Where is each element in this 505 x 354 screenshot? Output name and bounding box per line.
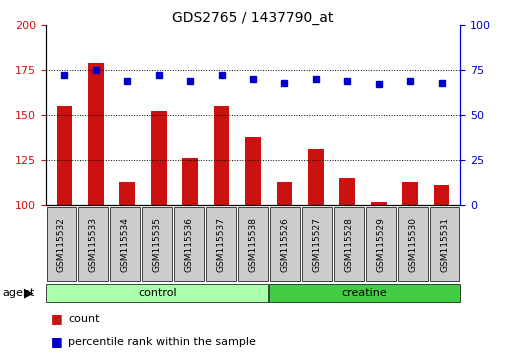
Text: GSM115532: GSM115532 [57,217,66,272]
Text: GSM115529: GSM115529 [375,217,384,272]
Bar [433,185,448,205]
Text: GSM115528: GSM115528 [343,217,352,272]
Text: GSM115536: GSM115536 [184,217,193,272]
Bar [88,63,104,205]
Bar [308,149,323,205]
Bar [370,202,386,205]
Bar [244,137,261,205]
Text: ▶: ▶ [24,286,34,299]
Text: GSM115538: GSM115538 [248,217,257,272]
Text: GSM115530: GSM115530 [407,217,416,272]
Text: GSM115534: GSM115534 [121,217,130,272]
Bar [401,182,417,205]
Text: GSM115526: GSM115526 [280,217,289,272]
Text: GSM115537: GSM115537 [216,217,225,272]
Text: creatine: creatine [341,288,387,298]
Text: ■: ■ [50,312,62,325]
Bar [339,178,355,205]
Text: percentile rank within the sample: percentile rank within the sample [68,337,256,347]
Bar [182,158,197,205]
Bar [213,106,229,205]
Text: control: control [138,288,176,298]
Text: GSM115533: GSM115533 [89,217,98,272]
Text: GSM115527: GSM115527 [312,217,321,272]
Text: GSM115531: GSM115531 [439,217,448,272]
Bar [276,182,292,205]
Bar [150,112,166,205]
Text: GDS2765 / 1437790_at: GDS2765 / 1437790_at [172,11,333,25]
Text: ■: ■ [50,335,62,348]
Text: count: count [68,314,99,324]
Bar [57,106,72,205]
Text: agent: agent [3,288,35,298]
Bar [119,182,135,205]
Text: GSM115535: GSM115535 [153,217,162,272]
